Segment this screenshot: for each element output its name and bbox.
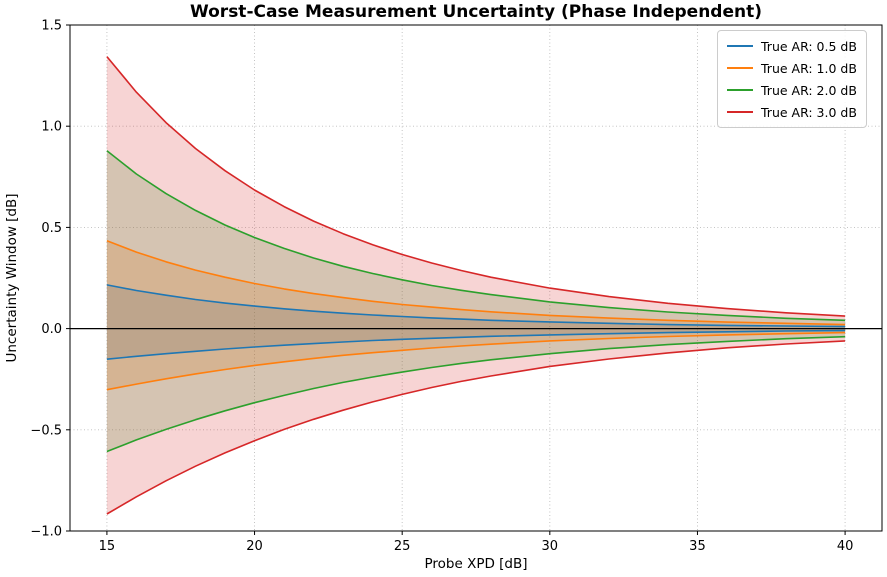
x-tick-label: 20 bbox=[246, 539, 263, 554]
axes-spines bbox=[69, 24, 883, 532]
upper-bound-line bbox=[106, 284, 846, 328]
legend-item: True AR: 0.5 dB bbox=[727, 37, 857, 55]
lower-bound-line bbox=[106, 331, 846, 391]
chart-title: Worst-Case Measurement Uncertainty (Phas… bbox=[190, 2, 762, 22]
legend-line-sample bbox=[727, 111, 753, 113]
y-tick-label: 1.0 bbox=[41, 120, 62, 135]
x-tick-label: 25 bbox=[394, 539, 411, 554]
chart-layers: 15 20 25 30 35 40 −1.0 −0.5 0.0 0.5 1.0 1.5 bbox=[30, 19, 883, 555]
bound-curves bbox=[106, 56, 846, 515]
band-fill bbox=[106, 150, 846, 452]
legend-label: True AR: 3.0 dB bbox=[761, 104, 857, 120]
y-axis-label: Uncertainty Window [dB] bbox=[4, 193, 20, 362]
y-tick-label: −0.5 bbox=[30, 423, 62, 438]
legend-label: True AR: 1.0 dB bbox=[761, 60, 857, 76]
upper-bound-line bbox=[106, 240, 846, 326]
legend-label: True AR: 2.0 dB bbox=[761, 82, 857, 98]
y-tick-label: 1.5 bbox=[41, 19, 62, 34]
legend: True AR: 0.5 dB True AR: 1.0 dB True AR: 2… bbox=[717, 30, 867, 128]
y-tick-label: 0.5 bbox=[41, 221, 62, 236]
lower-bound-line bbox=[106, 340, 846, 515]
legend-label: True AR: 0.5 dB bbox=[761, 38, 857, 54]
upper-bound-line bbox=[106, 56, 846, 317]
y-tick-label: −1.0 bbox=[30, 525, 62, 540]
band-fill bbox=[106, 284, 846, 360]
legend-line-sample bbox=[727, 67, 753, 69]
band-fill bbox=[106, 56, 846, 514]
y-tick-label: 0.0 bbox=[41, 322, 62, 337]
legend-line-sample bbox=[727, 45, 753, 47]
x-axis-label: Probe XPD [dB] bbox=[424, 556, 527, 572]
x-tick-label: 40 bbox=[837, 539, 854, 554]
x-tick-label: 15 bbox=[99, 539, 116, 554]
x-tick-label: 35 bbox=[689, 539, 706, 554]
legend-item: True AR: 3.0 dB bbox=[727, 103, 857, 121]
uncertainty-bands bbox=[106, 56, 846, 514]
legend-item: True AR: 2.0 dB bbox=[727, 81, 857, 99]
upper-bound-line bbox=[106, 150, 846, 322]
legend-item: True AR: 1.0 dB bbox=[727, 59, 857, 77]
ticks: 15 20 25 30 35 40 −1.0 −0.5 0.0 0.5 1.0 1.5 bbox=[30, 19, 853, 555]
band-fill bbox=[106, 240, 846, 390]
x-tick-label: 30 bbox=[542, 539, 559, 554]
legend-line-sample bbox=[727, 89, 753, 91]
lower-bound-line bbox=[106, 329, 846, 360]
lower-bound-line bbox=[106, 335, 846, 453]
